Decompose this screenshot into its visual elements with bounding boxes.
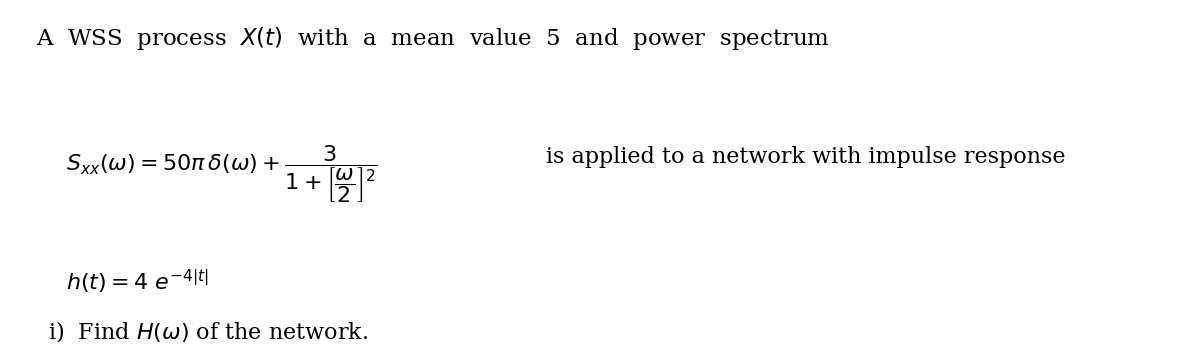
Text: A  WSS  process  $X(t)$  with  a  mean  value  5  and  power  spectrum: A WSS process $X(t)$ with a mean value 5…: [36, 25, 830, 52]
Text: $S_{xx}(\omega) = 50\pi\, \delta(\omega) + \dfrac{3}{1+\left[\dfrac{\omega}{2}\r: $S_{xx}(\omega) = 50\pi\, \delta(\omega)…: [66, 143, 378, 205]
Text: is applied to a network with impulse response: is applied to a network with impulse res…: [546, 147, 1066, 168]
Text: $h(t) = 4\ e^{-4|t|}$: $h(t) = 4\ e^{-4|t|}$: [66, 268, 209, 296]
Text: i)  Find $H(\omega)$ of the network.: i) Find $H(\omega)$ of the network.: [48, 319, 368, 344]
